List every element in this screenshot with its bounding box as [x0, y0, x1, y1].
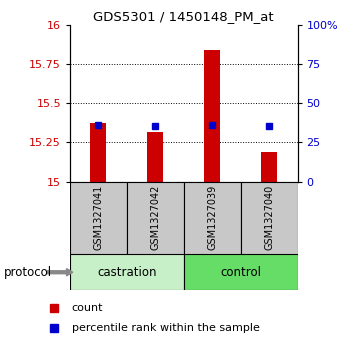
Text: control: control: [220, 266, 261, 279]
Bar: [90, 123, 106, 182]
Bar: [147, 131, 163, 182]
Bar: [241, 182, 298, 254]
Text: GSM1327040: GSM1327040: [264, 185, 274, 250]
Bar: [204, 50, 220, 182]
Bar: [70, 254, 184, 290]
Text: protocol: protocol: [4, 266, 52, 279]
Text: percentile rank within the sample: percentile rank within the sample: [72, 323, 260, 333]
Text: GSM1327039: GSM1327039: [207, 185, 217, 250]
Text: count: count: [72, 303, 103, 313]
Bar: [261, 152, 277, 182]
Title: GDS5301 / 1450148_PM_at: GDS5301 / 1450148_PM_at: [93, 10, 274, 23]
Bar: [184, 254, 298, 290]
Text: GSM1327042: GSM1327042: [150, 185, 160, 250]
Bar: [127, 182, 184, 254]
Text: GSM1327041: GSM1327041: [93, 185, 104, 250]
Bar: [184, 182, 241, 254]
Text: castration: castration: [97, 266, 157, 279]
Bar: [70, 182, 127, 254]
